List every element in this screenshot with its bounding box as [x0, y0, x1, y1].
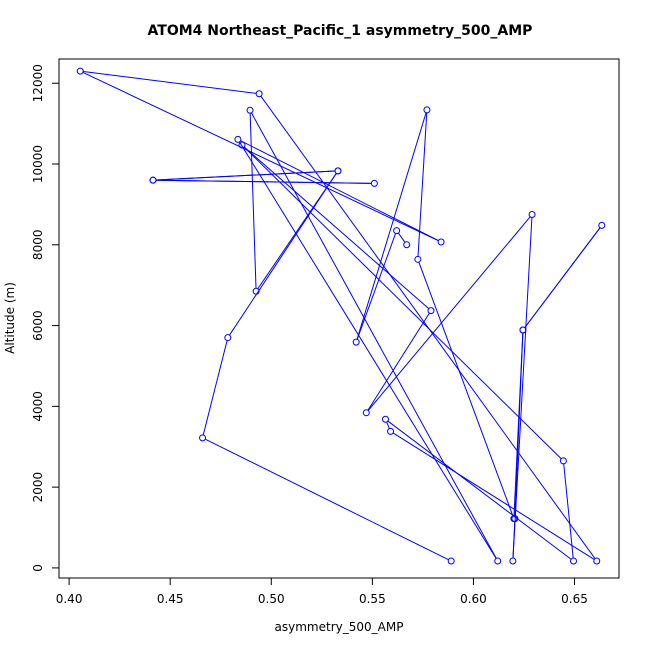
y-axis: 0 2000 4000 6000 8000 10000 12000 [31, 64, 60, 572]
series-segment [367, 312, 430, 411]
x-axis: 0.40 0.45 0.50 0.55 0.60 0.65 [56, 577, 588, 606]
data-point [528, 210, 536, 218]
data-point [423, 106, 431, 114]
data-point [234, 135, 242, 143]
data-point [403, 241, 411, 249]
series-points-group [76, 67, 606, 565]
series-segment [513, 332, 524, 516]
x-tick-label: 0.50 [258, 592, 285, 606]
x-axis-label: asymmetry_500_AMP [275, 620, 404, 634]
series-segment [563, 463, 574, 559]
data-point [387, 427, 395, 435]
y-tick-label: 0 [31, 564, 45, 572]
series-segment [512, 217, 533, 559]
chart-title: ATOM4 Northeast_Pacific_1 asymmetry_500_… [148, 23, 533, 39]
series-segment [249, 113, 257, 289]
data-point [76, 67, 84, 75]
data-point [447, 557, 455, 565]
y-axis-label: Altitude (m) [3, 282, 17, 354]
series-segment [205, 438, 449, 561]
series-segment [397, 232, 406, 243]
data-point [494, 557, 502, 565]
series-segment [356, 233, 397, 340]
series-line-group [82, 70, 601, 561]
series-segment [243, 146, 430, 310]
series-segment [524, 227, 601, 328]
data-point [393, 227, 401, 235]
series-segment [356, 112, 427, 340]
x-tick-label: 0.40 [56, 592, 83, 606]
data-point [252, 287, 260, 295]
data-point [370, 179, 378, 187]
series-segment [392, 432, 595, 560]
data-point [427, 307, 435, 315]
x-tick-label: 0.55 [359, 592, 386, 606]
y-tick-label: 4000 [31, 391, 45, 422]
data-point [570, 557, 578, 565]
data-point [414, 255, 422, 263]
data-point [238, 141, 246, 149]
series-segment [83, 70, 257, 94]
series-segment [243, 146, 562, 460]
series-segment [202, 340, 228, 436]
data-point [593, 557, 601, 565]
data-point [362, 409, 370, 417]
series-segment [512, 521, 516, 559]
data-point [598, 221, 606, 229]
data-point [509, 557, 517, 565]
series-segment [418, 261, 514, 516]
y-tick-label: 10000 [31, 145, 45, 183]
data-point [510, 515, 518, 523]
plot-area-frame [58, 58, 620, 579]
series-segment [155, 170, 336, 181]
series-segment [239, 141, 497, 559]
series-segment [386, 421, 390, 429]
data-point [381, 415, 389, 423]
data-point [224, 334, 232, 342]
data-point [437, 238, 445, 246]
x-tick-label: 0.60 [460, 592, 487, 606]
data-point [559, 457, 567, 465]
series-segment [387, 420, 572, 560]
y-tick-label: 2000 [31, 472, 45, 503]
x-tick-label: 0.45 [157, 592, 184, 606]
data-point [334, 167, 342, 175]
series-segment [82, 71, 439, 242]
data-point [246, 106, 254, 114]
y-tick-label: 12000 [31, 64, 45, 102]
data-point [199, 434, 207, 442]
data-point [255, 90, 263, 98]
x-tick-label: 0.65 [561, 592, 588, 606]
series-segment [240, 140, 439, 242]
data-point [352, 338, 360, 346]
data-point [519, 326, 527, 334]
series-segment [367, 216, 531, 411]
series-segment [251, 112, 497, 559]
y-tick-label: 6000 [31, 310, 45, 341]
y-tick-label: 8000 [31, 230, 45, 261]
series-segment [257, 173, 337, 290]
data-point [149, 176, 157, 184]
series-segment [417, 112, 428, 257]
